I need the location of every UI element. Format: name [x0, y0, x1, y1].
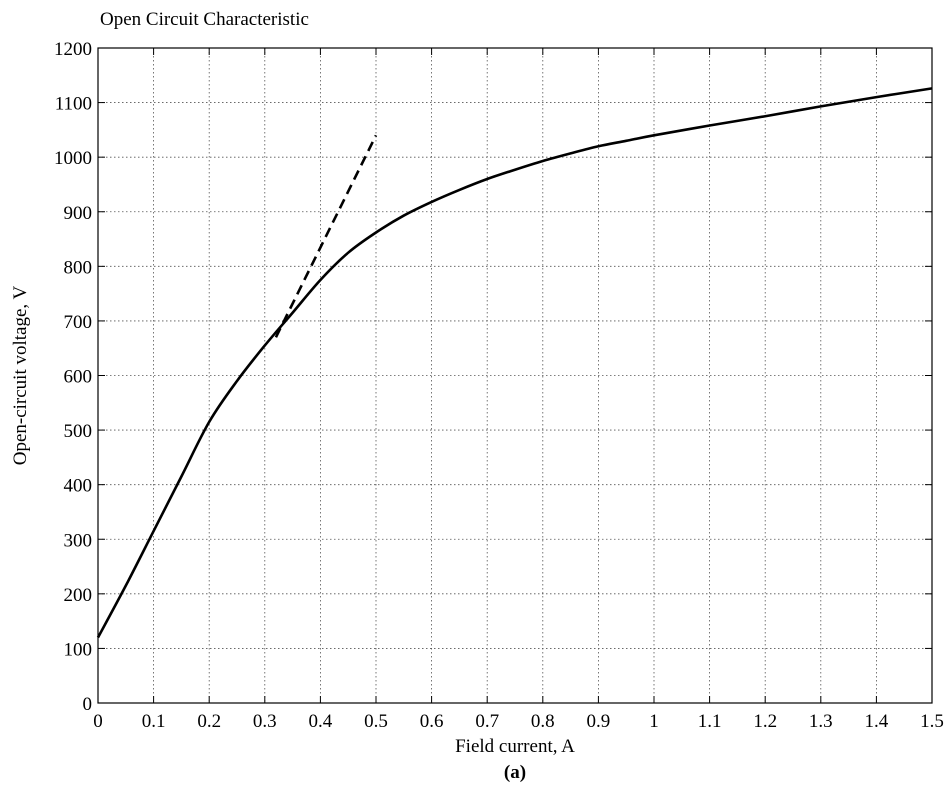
x-tick-label: 0.7 [475, 711, 499, 732]
y-tick-label: 100 [64, 639, 93, 660]
figure-sublabel: (a) [504, 762, 526, 783]
x-tick-label: 1 [649, 711, 659, 732]
series-lines [96, 87, 933, 639]
x-tick-label: 1.5 [920, 711, 944, 732]
x-tick-label: 1.3 [809, 711, 833, 732]
plot-frame [97, 47, 933, 704]
x-tick-label: 0.6 [420, 711, 444, 732]
y-tick-label: 200 [64, 585, 93, 606]
y-tick-label: 900 [64, 203, 93, 224]
air-gap-line [274, 134, 378, 338]
y-axis-label: Open-circuit voltage, V [10, 285, 31, 465]
y-tick-label: 600 [64, 367, 93, 388]
x-tick-label: 0.8 [531, 711, 555, 732]
x-tick-label: 1.2 [753, 711, 777, 732]
tick-labels: 0 0.1 0.2 0.3 0.4 0.5 0.6 0.7 0.8 0.9 1 1.1 1.2 1.3 1.… [54, 39, 944, 732]
y-tick-label: 500 [64, 421, 93, 442]
y-tick-label: 400 [64, 476, 93, 497]
x-axis-label: Field current, A [455, 736, 575, 757]
x-tick-label: 0.4 [309, 711, 333, 732]
y-tick-label: 1000 [54, 148, 92, 169]
y-tick-label: 0 [83, 694, 93, 715]
x-tick-label: 1.4 [865, 711, 889, 732]
grid [98, 48, 932, 703]
x-tick-label: 0.5 [364, 711, 388, 732]
x-tick-label: 1.1 [698, 711, 722, 732]
x-tick-label: 0.9 [587, 711, 611, 732]
chart-title: Open Circuit Characteristic [100, 9, 309, 30]
y-tick-label: 1200 [54, 39, 92, 60]
y-tick-label: 1100 [55, 94, 92, 115]
occ-curve [96, 87, 933, 639]
y-tick-label: 700 [64, 312, 93, 333]
y-tick-label: 800 [64, 257, 93, 278]
y-tick-label: 300 [64, 530, 93, 551]
x-tick-label: 0.2 [197, 711, 221, 732]
x-tick-label: 0.1 [142, 711, 166, 732]
x-tick-label: 0 [93, 711, 103, 732]
x-tick-label: 0.3 [253, 711, 277, 732]
